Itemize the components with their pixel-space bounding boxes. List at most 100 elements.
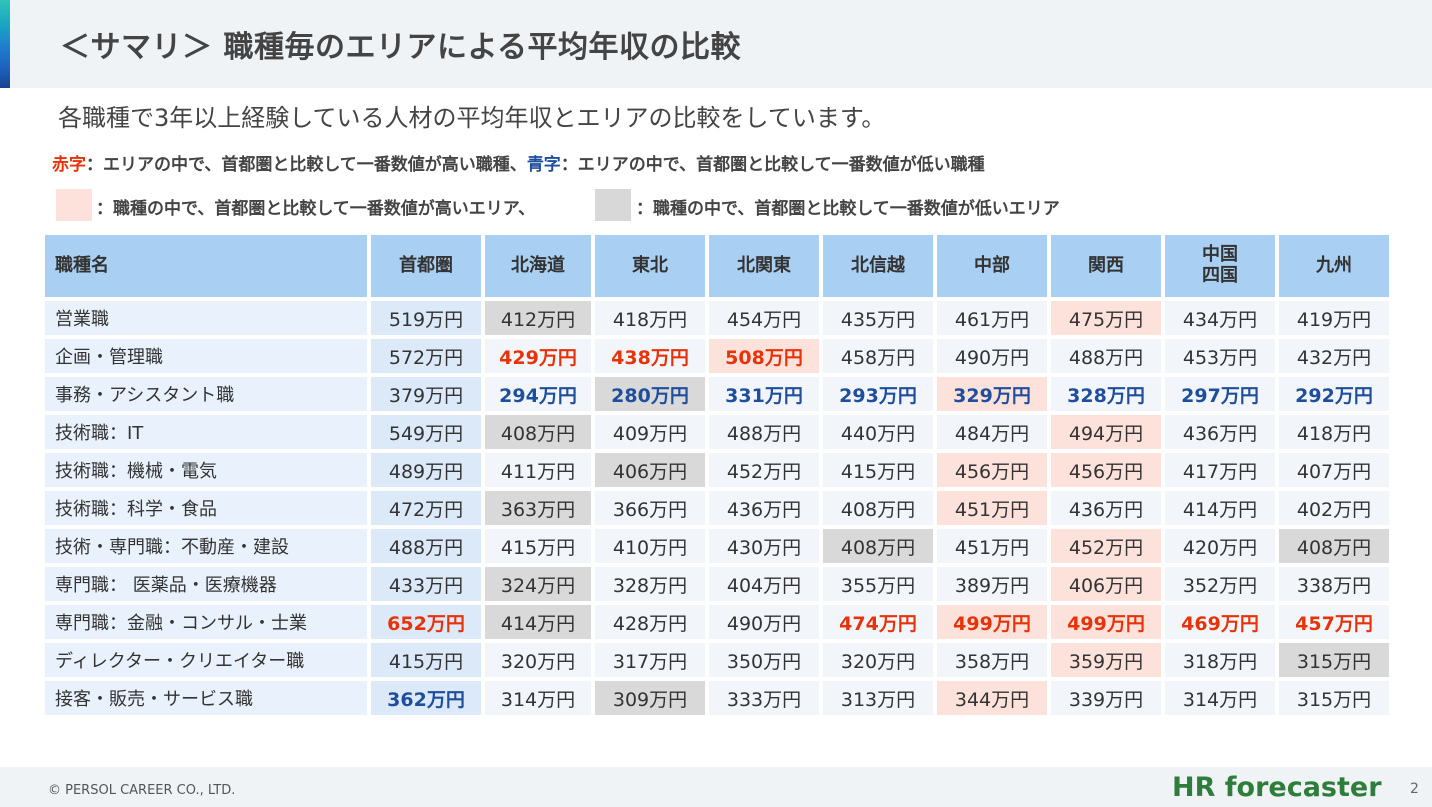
salary-cell: 331万円 [709,377,819,411]
text-color-legend: 赤字：エリアの中で、首都圏と比較して一番数値が高い職種、青字：エリアの中で、首都… [52,150,985,175]
job-name-cell: 企画・管理職 [45,339,367,373]
salary-cell: 519万円 [371,301,481,335]
salary-cell: 389万円 [937,567,1047,601]
table-row: 技術職：科学・食品 472万円 363万円 366万円 436万円 408万円 451万円 4… [45,491,1389,525]
job-name-cell: 技術職：科学・食品 [45,491,367,525]
salary-cell: 457万円 [1279,605,1389,639]
salary-cell: 379万円 [371,377,481,411]
salary-cell: 313万円 [823,681,933,715]
salary-cell: 508万円 [709,339,819,373]
salary-cell: 415万円 [485,529,591,563]
salary-cell: 472万円 [371,491,481,525]
salary-cell: 417万円 [1165,453,1275,487]
salary-cell: 315万円 [1279,681,1389,715]
salary-cell: 488万円 [371,529,481,563]
salary-cell: 475万円 [1051,301,1161,335]
salary-cell: 430万円 [709,529,819,563]
salary-cell: 436万円 [709,491,819,525]
salary-cell: 292万円 [1279,377,1389,411]
salary-cell: 324万円 [485,567,591,601]
salary-cell: 453万円 [1165,339,1275,373]
salary-cell: 458万円 [823,339,933,373]
salary-cell: 328万円 [595,567,705,601]
salary-cell: 363万円 [485,491,591,525]
salary-cell: 408万円 [823,491,933,525]
salary-cell: 488万円 [1051,339,1161,373]
job-name-cell: ディレクター・クリエイター職 [45,643,367,677]
salary-cell: 415万円 [823,453,933,487]
salary-cell: 549万円 [371,415,481,449]
red-text-description: ：エリアの中で、首都圏と比較して一番数値が高い職種、 [86,155,527,175]
salary-cell: 408万円 [1279,529,1389,563]
salary-cell: 358万円 [937,643,1047,677]
salary-cell: 454万円 [709,301,819,335]
salary-cell: 452万円 [1051,529,1161,563]
salary-cell: 314万円 [485,681,591,715]
column-header-area: 九州 [1279,235,1389,297]
salary-cell: 412万円 [485,301,591,335]
job-name-cell: 専門職： 医薬品・医療機器 [45,567,367,601]
job-name-cell: 専門職：金融・コンサル・士業 [45,605,367,639]
salary-cell: 359万円 [1051,643,1161,677]
salary-cell: 309万円 [595,681,705,715]
salary-cell: 419万円 [1279,301,1389,335]
column-header-area: 首都圏 [371,235,481,297]
salary-cell: 434万円 [1165,301,1275,335]
salary-cell: 280万円 [595,377,705,411]
salary-cell: 572万円 [371,339,481,373]
column-header-area: 北信越 [823,235,933,297]
column-header-area: 北海道 [485,235,591,297]
salary-cell: 461万円 [937,301,1047,335]
pink-swatch-description: ：職種の中で、首都圏と比較して一番数値が高いエリア、 [96,199,536,219]
salary-cell: 362万円 [371,681,481,715]
salary-cell: 414万円 [1165,491,1275,525]
salary-cell: 420万円 [1165,529,1275,563]
salary-cell: 404万円 [709,567,819,601]
salary-cell: 410万円 [595,529,705,563]
salary-cell: 488万円 [709,415,819,449]
salary-cell: 294万円 [485,377,591,411]
salary-cell: 366万円 [595,491,705,525]
salary-cell: 490万円 [709,605,819,639]
blue-text-label: 青字 [526,155,561,175]
salary-cell: 418万円 [595,301,705,335]
salary-cell: 297万円 [1165,377,1275,411]
salary-cell: 350万円 [709,643,819,677]
red-text-label: 赤字 [52,155,86,175]
salary-cell: 406万円 [595,453,705,487]
salary-cell: 435万円 [823,301,933,335]
table-row: 技術職：機械・電気 489万円 411万円 406万円 452万円 415万円 456万円 4… [45,453,1389,487]
salary-cell: 433万円 [371,567,481,601]
salary-cell: 402万円 [1279,491,1389,525]
column-header-job: 職種名 [45,235,367,297]
job-name-cell: 接客・販売・サービス職 [45,681,367,715]
salary-cell: 469万円 [1165,605,1275,639]
page-number: 2 [1410,781,1419,797]
salary-cell: 474万円 [823,605,933,639]
table-header-row: 職種名 首都圏 北海道 東北 北関東 北信越 中部 関西 中国 四国 九州 [45,235,1389,297]
salary-cell: 355万円 [823,567,933,601]
column-header-area: 東北 [595,235,705,297]
table-row: 専門職：金融・コンサル・士業 652万円 414万円 428万円 490万円 474万円 4… [45,605,1389,639]
salary-cell: 338万円 [1279,567,1389,601]
salary-cell: 418万円 [1279,415,1389,449]
salary-cell: 406万円 [1051,567,1161,601]
column-header-area: 関西 [1051,235,1161,297]
salary-cell: 344万円 [937,681,1047,715]
salary-cell: 456万円 [1051,453,1161,487]
salary-cell: 432万円 [1279,339,1389,373]
table-row: 技術職：IT 549万円 408万円 409万円 488万円 440万円 484万円 494万… [45,415,1389,449]
salary-cell: 452万円 [709,453,819,487]
salary-cell: 499万円 [937,605,1047,639]
salary-cell: 414万円 [485,605,591,639]
salary-cell: 436万円 [1165,415,1275,449]
salary-cell: 652万円 [371,605,481,639]
column-header-area: 北関東 [709,235,819,297]
salary-cell: 314万円 [1165,681,1275,715]
salary-cell: 490万円 [937,339,1047,373]
salary-cell: 329万円 [937,377,1047,411]
column-header-area: 中国 四国 [1165,235,1275,297]
salary-cell: 436万円 [1051,491,1161,525]
salary-cell: 489万円 [371,453,481,487]
table-row: 事務・アシスタント職 379万円 294万円 280万円 331万円 293万円 329万円… [45,377,1389,411]
